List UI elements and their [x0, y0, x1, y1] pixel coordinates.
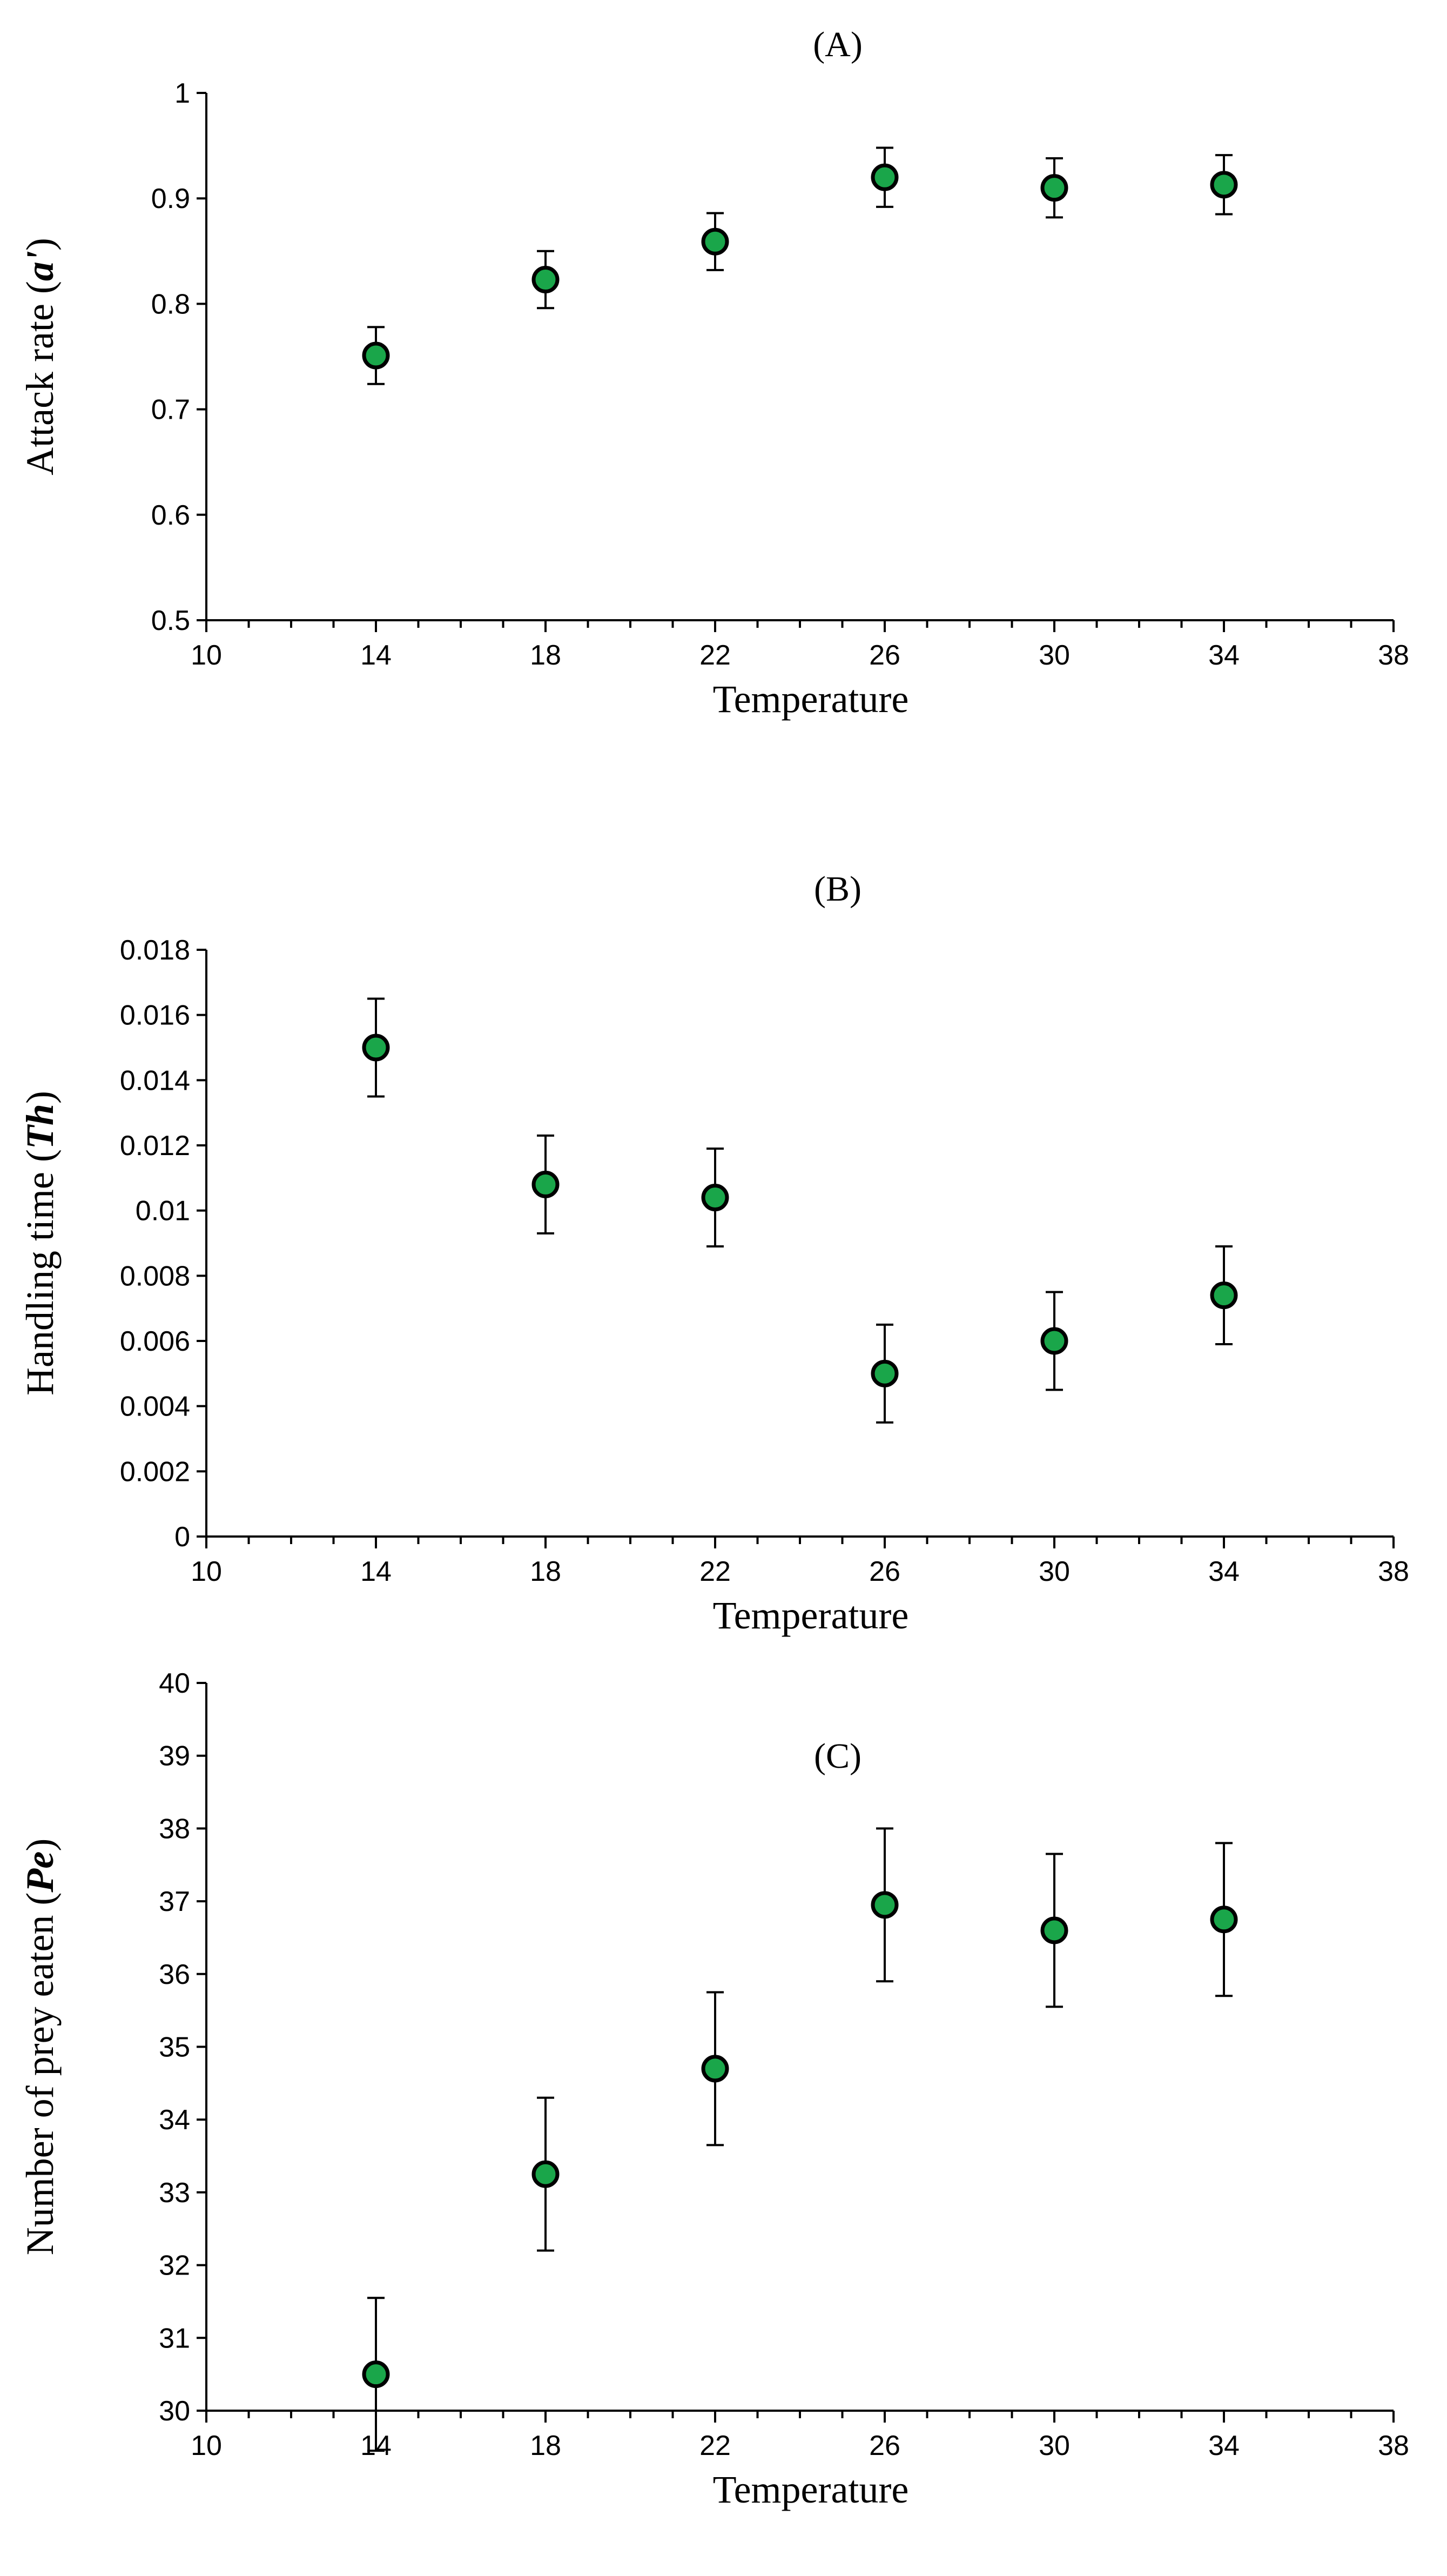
chart-title: (B) — [814, 869, 862, 909]
y-axis-title: Attack rate (a') — [18, 238, 62, 475]
x-axis-title: Temperature — [713, 2468, 909, 2511]
x-tick-label: 38 — [1378, 1556, 1409, 1587]
y-tick-label: 35 — [159, 2032, 190, 2063]
x-tick-label: 30 — [1039, 640, 1070, 671]
chart-panel-a: (A) 0.5 0.6 0.7 0.8 0.9 1 10 14 18 22 26 30 34 38 Tempe… — [18, 25, 1409, 721]
y-tick-label: 1 — [174, 78, 190, 109]
x-tick-label: 26 — [869, 1556, 900, 1587]
y-tick-label: 0.9 — [151, 183, 190, 214]
y-tick-label: 0.018 — [120, 935, 190, 966]
x-tick-label: 22 — [699, 2430, 731, 2461]
x-tick-label: 34 — [1208, 1556, 1240, 1587]
data-point — [871, 163, 899, 191]
y-axis-title-close: ) — [18, 1091, 62, 1104]
y-tick-label: 0.014 — [120, 1065, 190, 1096]
y-tick-label: 40 — [159, 1668, 190, 1699]
x-axis-title: Temperature — [713, 1594, 909, 1637]
y-tick-label: 0.7 — [151, 394, 190, 426]
x-tick-label: 10 — [191, 640, 222, 671]
y-tick-label: 36 — [159, 1959, 190, 1990]
data-point — [871, 1891, 899, 1919]
x-tick-label: 26 — [869, 2430, 900, 2461]
y-axis-title-symbol: Th — [18, 1104, 62, 1149]
data-point — [1040, 1916, 1068, 1944]
data-point — [531, 2160, 560, 2188]
x-tick-label: 34 — [1208, 640, 1240, 671]
x-tick-label: 18 — [530, 1556, 561, 1587]
y-tick-label: 31 — [159, 2323, 190, 2354]
x-tick-label: 30 — [1039, 1556, 1070, 1587]
data-point — [362, 2360, 390, 2389]
x-tick-label: 18 — [530, 2430, 561, 2461]
x-tick-label: 34 — [1208, 2430, 1240, 2461]
x-tick-label: 30 — [1039, 2430, 1070, 2461]
y-tick-label: 0.012 — [120, 1130, 190, 1162]
x-tick-label: 38 — [1378, 640, 1409, 671]
data-point — [531, 1170, 560, 1198]
y-axis-title: Number of prey eaten (Pe) — [18, 1839, 62, 2256]
chart-title: (C) — [814, 1736, 862, 1776]
data-point — [701, 227, 729, 256]
x-tick-label: 10 — [191, 2430, 222, 2461]
data-point — [1210, 1906, 1238, 1934]
x-tick-label: 38 — [1378, 2430, 1409, 2461]
x-axis-title: Temperature — [713, 677, 909, 721]
x-tick-label: 18 — [530, 640, 561, 671]
y-tick-label: 0.01 — [136, 1196, 190, 1227]
y-tick-label: 32 — [159, 2250, 190, 2282]
y-axis-title-text: Handling time ( — [18, 1149, 62, 1396]
y-tick-label: 0.006 — [120, 1326, 190, 1357]
y-tick-label: 0.6 — [151, 500, 190, 531]
y-tick-label: 0.008 — [120, 1260, 190, 1292]
y-tick-label: 39 — [159, 1741, 190, 1772]
y-tick-label: 38 — [159, 1813, 190, 1844]
y-axis-title-symbol: Pe — [18, 1852, 62, 1893]
y-axis-title-text: Number of prey eaten ( — [18, 1893, 62, 2256]
data-point — [1210, 171, 1238, 199]
x-tick-label: 10 — [191, 1556, 222, 1587]
y-axis-title-close: ) — [18, 238, 62, 251]
data-point — [1040, 1327, 1068, 1355]
data-point — [531, 266, 560, 294]
data-point — [871, 1359, 899, 1387]
y-axis-title-symbol: a' — [18, 251, 62, 281]
y-tick-label: 0.002 — [120, 1456, 190, 1487]
data-point — [1210, 1282, 1238, 1310]
data-point — [701, 1184, 729, 1212]
x-tick-label: 22 — [699, 1556, 731, 1587]
x-tick-label: 26 — [869, 640, 900, 671]
data-point — [362, 341, 390, 370]
y-tick-label: 37 — [159, 1886, 190, 1917]
y-tick-label: 0.016 — [120, 1000, 190, 1031]
chart-panel-b: (B) 0 0.002 0.004 0.006 0.008 0.01 0.012 0.014 0.… — [18, 869, 1409, 1637]
y-tick-label: 0 — [174, 1521, 190, 1553]
y-tick-label: 34 — [159, 2104, 190, 2136]
y-axis-title-close: ) — [18, 1839, 62, 1852]
data-point — [1040, 174, 1068, 202]
y-axis-title-text: Attack rate ( — [18, 281, 62, 475]
y-tick-label: 33 — [159, 2177, 190, 2209]
y-axis-title: Handling time (Th) — [18, 1091, 62, 1396]
x-tick-label: 14 — [360, 1556, 392, 1587]
y-tick-label: 0.004 — [120, 1391, 190, 1423]
y-tick-label: 0.8 — [151, 289, 190, 320]
y-tick-label: 0.5 — [151, 605, 190, 636]
x-tick-label: 14 — [360, 640, 392, 671]
data-point — [701, 2055, 729, 2083]
x-tick-label: 22 — [699, 640, 731, 671]
chart-title: (A) — [813, 25, 863, 64]
y-tick-label: 30 — [159, 2396, 190, 2427]
data-point — [362, 1034, 390, 1062]
